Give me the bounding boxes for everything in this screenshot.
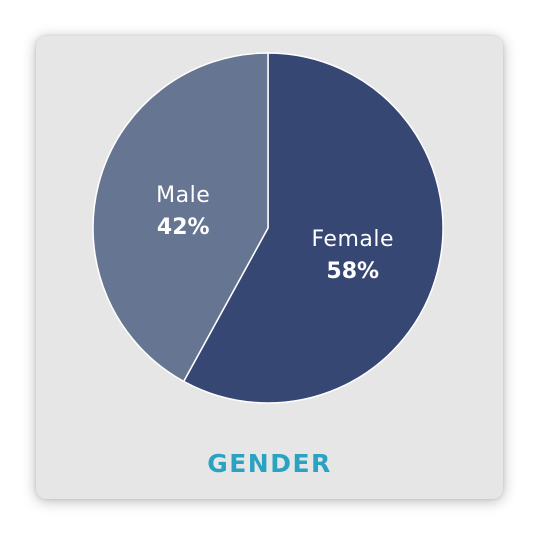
pie-slice-male [92, 52, 269, 383]
slice-label-female: Female [311, 227, 394, 252]
slice-value-male: 42% [157, 215, 210, 240]
slice-label-male: Male [156, 183, 210, 208]
pie-slice-female [182, 52, 444, 404]
slice-value-female: 58% [326, 259, 379, 284]
pie-slices [92, 52, 444, 404]
pie-labels: Female 58% Male 42% [156, 183, 394, 284]
chart-title: GENDER [207, 449, 332, 478]
